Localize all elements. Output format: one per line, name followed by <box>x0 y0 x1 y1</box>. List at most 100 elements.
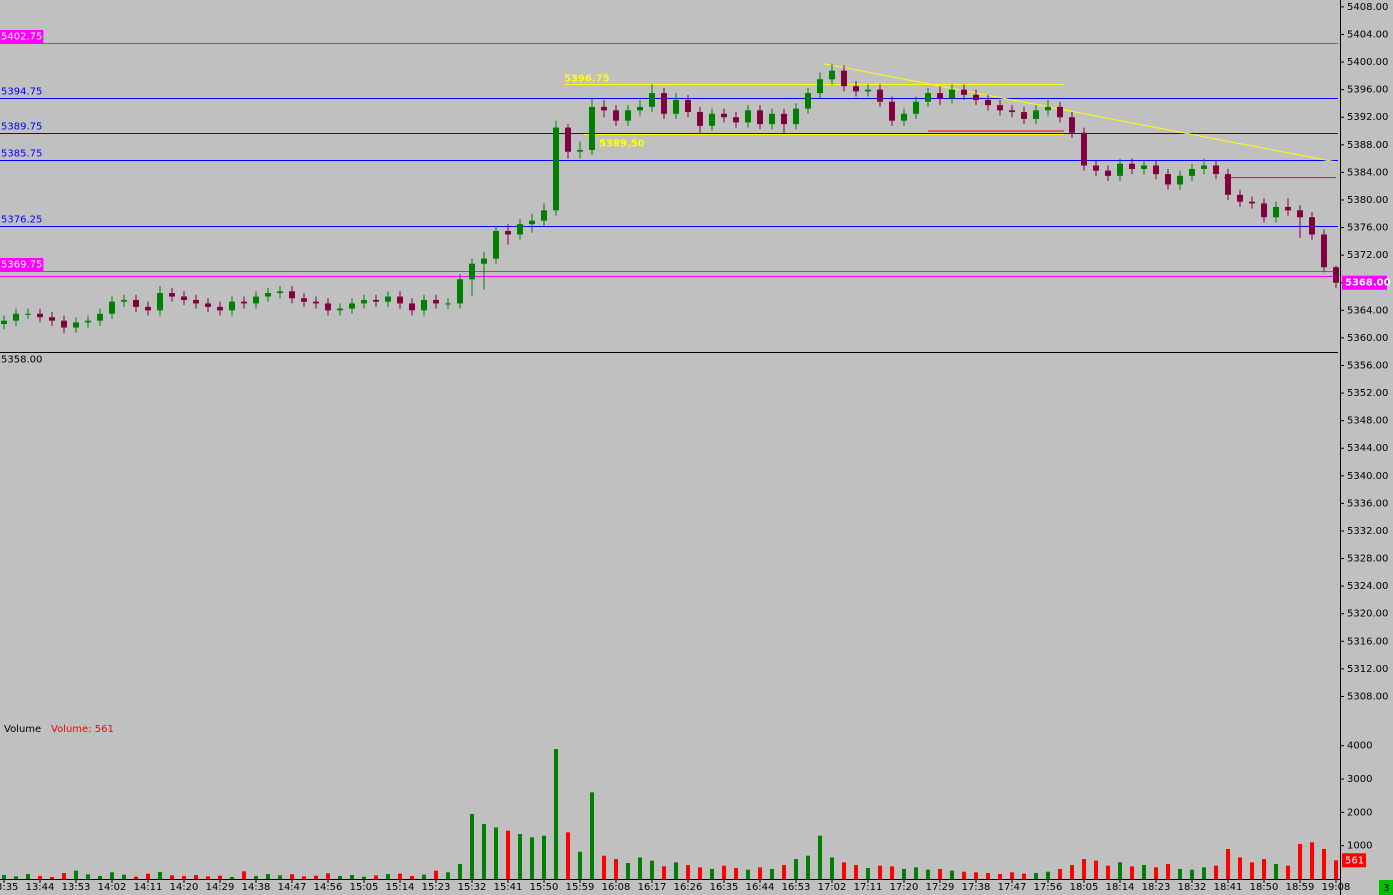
x-tick-label: 15:23 <box>422 882 451 893</box>
x-tick-label: 17:29 <box>926 882 955 893</box>
volume-bar <box>962 871 966 879</box>
candle-body <box>829 70 835 80</box>
candle-body <box>889 101 895 121</box>
volume-bar <box>950 870 954 879</box>
volume-bar <box>542 835 546 879</box>
volume-bar <box>326 873 330 879</box>
volume-bar <box>734 868 738 879</box>
candle-body <box>445 303 451 305</box>
candle-body <box>637 106 643 111</box>
volume-bar <box>878 865 882 879</box>
volume-bar <box>842 862 846 879</box>
y-tick-label: 5312.00 <box>1347 664 1388 675</box>
candle-body <box>1189 168 1195 176</box>
volume-bar <box>566 832 570 879</box>
volume-bar <box>218 875 222 879</box>
volume-bar <box>1214 865 1218 879</box>
volume-bar <box>1022 873 1026 879</box>
candle-body <box>985 99 991 106</box>
candle-body <box>625 110 631 121</box>
volume-bar <box>1010 872 1014 879</box>
volume-bar <box>2 875 6 879</box>
volume-bar <box>158 872 162 879</box>
y-tick-label: 5396.00 <box>1347 85 1388 96</box>
volume-bar <box>686 865 690 879</box>
volume-y-tick-label: 4000 <box>1347 741 1372 752</box>
candle-body <box>1237 194 1243 202</box>
candle-body <box>757 110 763 125</box>
candle-body <box>697 112 703 126</box>
y-tick-label: 5380.00 <box>1347 195 1388 206</box>
volume-bar <box>518 834 522 879</box>
candle-body <box>865 89 871 92</box>
candle-body <box>997 105 1003 111</box>
last-price-label: 5368.00 <box>1345 278 1391 289</box>
volume-bar <box>1310 842 1314 879</box>
volume-bar <box>638 857 642 879</box>
volume-bar <box>98 876 102 879</box>
volume-bar <box>662 866 666 879</box>
volume-bar <box>902 869 906 879</box>
volume-bar <box>530 837 534 879</box>
candle-body <box>301 298 307 302</box>
volume-bar <box>554 749 558 879</box>
candle-body <box>949 89 955 99</box>
candle-body <box>1009 110 1015 113</box>
level-label: 5402.75 <box>1 32 42 43</box>
x-tick-label: 13:53 <box>62 882 91 893</box>
volume-bar <box>230 877 234 879</box>
candle-body <box>961 89 967 95</box>
volume-bar <box>866 868 870 879</box>
x-tick-label: 14:47 <box>278 882 307 893</box>
candle-body <box>673 99 679 114</box>
candle-body <box>97 313 103 321</box>
candle-body <box>277 291 283 294</box>
volume-bar <box>434 870 438 879</box>
volume-bar <box>1034 873 1038 879</box>
y-tick-label: 5320.00 <box>1347 609 1388 620</box>
x-tick-label: 16:44 <box>746 882 775 893</box>
volume-bar <box>1334 860 1338 879</box>
candle-body <box>517 224 523 235</box>
volume-bar <box>1046 871 1050 879</box>
candle-body <box>1285 206 1291 211</box>
candle-body <box>529 220 535 225</box>
volume-bar <box>194 875 198 879</box>
candle-body <box>169 293 175 297</box>
candle-body <box>109 301 115 314</box>
drawn-line-label: 5389.50 <box>599 138 645 149</box>
volume-bar <box>806 855 810 879</box>
candle-body <box>133 299 139 307</box>
volume-bar <box>1142 865 1146 879</box>
candle-body <box>1081 132 1087 166</box>
volume-readout: Volume: 561 <box>51 724 114 735</box>
volume-bar <box>1286 865 1290 879</box>
x-tick-label: 15:41 <box>494 882 523 893</box>
candle-body <box>469 263 475 280</box>
x-tick-label: 18:14 <box>1106 882 1135 893</box>
volume-bar <box>206 876 210 879</box>
x-tick-label: 14:20 <box>170 882 199 893</box>
candle-body <box>457 279 463 304</box>
candle-body <box>265 293 271 297</box>
candle-body <box>973 94 979 100</box>
candle-body <box>25 313 31 315</box>
candle-body <box>349 303 355 309</box>
volume-bar <box>146 873 150 879</box>
volume-bar <box>578 851 582 879</box>
candle-body <box>505 231 511 235</box>
volume-bar <box>266 874 270 879</box>
volume-bar <box>506 830 510 879</box>
y-tick-label: 5336.00 <box>1347 498 1388 509</box>
candle-body <box>877 89 883 102</box>
y-tick-label: 5388.00 <box>1347 140 1388 151</box>
y-tick-label: 5376.00 <box>1347 223 1388 234</box>
candle-body <box>1069 117 1075 133</box>
volume-bar <box>1118 862 1122 879</box>
volume-bar <box>1250 862 1254 879</box>
candle-body <box>709 113 715 126</box>
x-tick-label: 16:26 <box>674 882 703 893</box>
volume-bar <box>482 824 486 879</box>
volume-bar <box>170 875 174 879</box>
last-volume-label: 561 <box>1345 855 1364 866</box>
